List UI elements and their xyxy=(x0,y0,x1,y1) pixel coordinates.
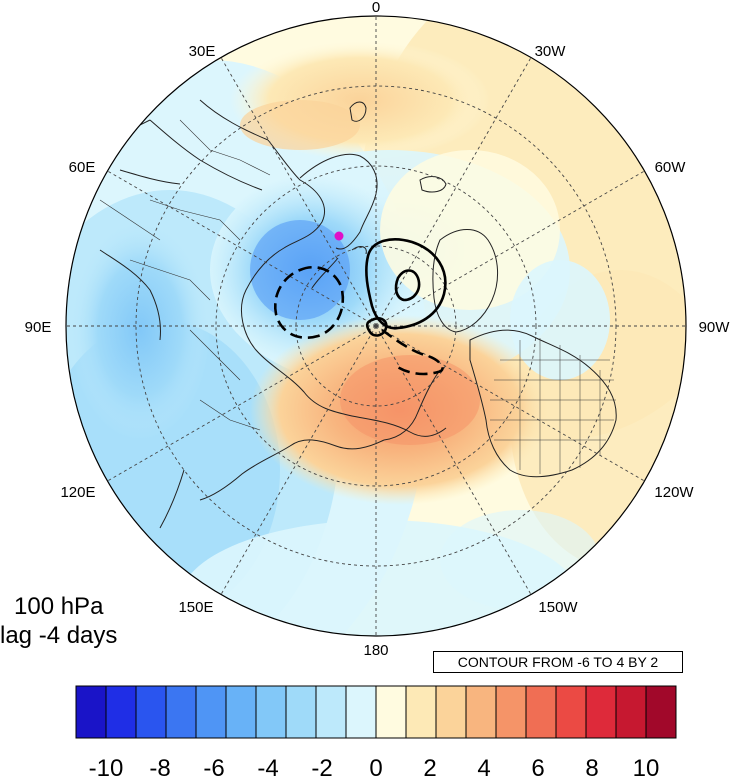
contour-info-box: CONTOUR FROM -6 TO 4 BY 2 xyxy=(433,651,683,673)
lon-label-90e: 90E xyxy=(25,319,52,336)
colorbar-swatch xyxy=(195,685,227,739)
colorbar-swatch xyxy=(435,685,467,739)
lon-label-0: 0 xyxy=(372,0,380,16)
colorbar-tick-label: -10 xyxy=(89,755,124,779)
coastlines xyxy=(89,99,617,529)
negative-contour xyxy=(381,328,444,376)
colorbar-tick-label: 2 xyxy=(423,755,436,779)
positive-contour xyxy=(394,269,421,302)
colorbar-swatch xyxy=(75,685,107,739)
state-borders xyxy=(490,338,616,474)
colorbar-tick-label: 0 xyxy=(369,755,382,779)
colorbar-swatch xyxy=(345,685,377,739)
colorbar-swatch xyxy=(225,685,257,739)
colorbar-swatch xyxy=(585,685,617,739)
colorbar-tick-label: -2 xyxy=(311,755,332,779)
colorbar-tick-label: 4 xyxy=(477,755,490,779)
colorbar-swatch xyxy=(285,685,317,739)
colorbar-swatch xyxy=(555,685,587,739)
colorbar-swatch xyxy=(375,685,407,739)
level-title: 100 hPa xyxy=(14,593,104,620)
lon-label-90w: 90W xyxy=(699,319,731,336)
lon-label-30e: 30E xyxy=(189,43,216,60)
shaded-field xyxy=(66,16,686,636)
lon-label-60e: 60E xyxy=(69,159,96,176)
colorbar-swatch xyxy=(525,685,557,739)
longitude-labels: 0 30W 60W 90W 120W 150W 180 150E 120E 90… xyxy=(25,0,731,659)
colorbar-swatch xyxy=(165,685,197,739)
map-boundary xyxy=(65,15,687,637)
colorbar-swatch xyxy=(255,685,287,739)
colorbar-tick-label: 6 xyxy=(531,755,544,779)
positive-contour xyxy=(365,317,388,337)
contour-lines xyxy=(273,238,447,376)
colorbar-swatch xyxy=(465,685,497,739)
colorbar-tick-label: -6 xyxy=(203,755,224,779)
colorbar-swatch xyxy=(495,685,527,739)
positive-contour xyxy=(365,238,447,330)
colorbar-tick-label: -4 xyxy=(257,755,278,779)
colorbar-tick-label: 10 xyxy=(633,755,660,779)
lon-label-150e: 150E xyxy=(178,599,213,616)
location-marker xyxy=(334,231,344,241)
lon-label-180: 180 xyxy=(363,642,388,659)
colorbar-swatch xyxy=(645,685,677,739)
colorbar-swatch xyxy=(105,685,137,739)
meridians xyxy=(66,16,686,636)
colorbar-swatch xyxy=(135,685,167,739)
lon-label-150w: 150W xyxy=(538,599,578,616)
lon-label-30w: 30W xyxy=(535,43,567,60)
colorbar: -10 -8 -6 -4 -2 0 2 4 6 8 10 xyxy=(75,685,677,779)
lon-label-120e: 120E xyxy=(60,484,95,501)
lon-label-120w: 120W xyxy=(654,484,694,501)
lag-title: lag -4 days xyxy=(0,622,118,649)
colorbar-swatch xyxy=(315,685,347,739)
colorbar-tick-label: 8 xyxy=(585,755,598,779)
lon-label-60w: 60W xyxy=(655,159,687,176)
colorbar-swatch xyxy=(615,685,647,739)
colorbar-swatch xyxy=(405,685,437,739)
colorbar-tick-label: -8 xyxy=(149,755,170,779)
negative-contour xyxy=(273,265,345,339)
